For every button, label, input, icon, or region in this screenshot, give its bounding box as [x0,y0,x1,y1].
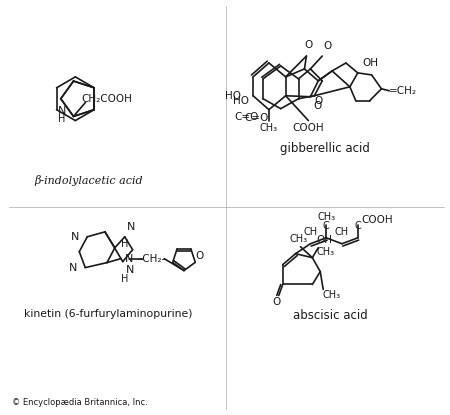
Text: abscisic acid: abscisic acid [293,309,368,322]
Text: O: O [273,298,281,308]
Text: N: N [69,263,77,273]
Text: CH₃: CH₃ [316,247,334,257]
Text: OH: OH [316,235,332,245]
Text: H: H [121,239,128,249]
Text: CH: CH [303,227,317,237]
Text: CH₃: CH₃ [322,290,340,300]
Text: COOH: COOH [292,122,324,132]
Text: O: O [314,96,323,106]
Text: gibberellic acid: gibberellic acid [280,142,370,156]
Text: COOH: COOH [362,215,393,225]
Text: CH₃: CH₃ [260,122,278,132]
Text: OH: OH [363,58,379,68]
Text: N: N [58,106,66,116]
Text: H: H [58,114,65,124]
Text: O: O [323,41,331,51]
Text: CH₃: CH₃ [289,234,308,244]
Text: N: N [127,222,135,232]
Text: N: N [126,265,134,275]
Text: C: C [355,221,361,231]
Text: CH₃: CH₃ [317,212,335,222]
Text: © Encyclopædia Britannica, Inc.: © Encyclopædia Britannica, Inc. [12,398,148,407]
Text: C: C [323,221,329,231]
Text: N: N [71,232,79,242]
Text: kinetin (6-furfurylaminopurine): kinetin (6-furfurylaminopurine) [24,309,192,319]
Text: O: O [313,101,321,111]
Text: –CH₂–: –CH₂– [138,254,167,264]
Text: O: O [195,251,203,261]
Text: =CH₂: =CH₂ [389,86,417,96]
Text: β-indolylacetic acid: β-indolylacetic acid [34,175,143,186]
Text: CH₂COOH: CH₂COOH [81,93,132,103]
Text: HO: HO [225,91,241,101]
Text: C=O: C=O [234,112,259,122]
Text: O: O [304,40,312,50]
Text: H: H [121,273,128,283]
Text: C=O: C=O [245,112,269,123]
Text: CH: CH [335,227,349,237]
Text: HO: HO [233,96,249,106]
Text: N: N [125,254,133,264]
